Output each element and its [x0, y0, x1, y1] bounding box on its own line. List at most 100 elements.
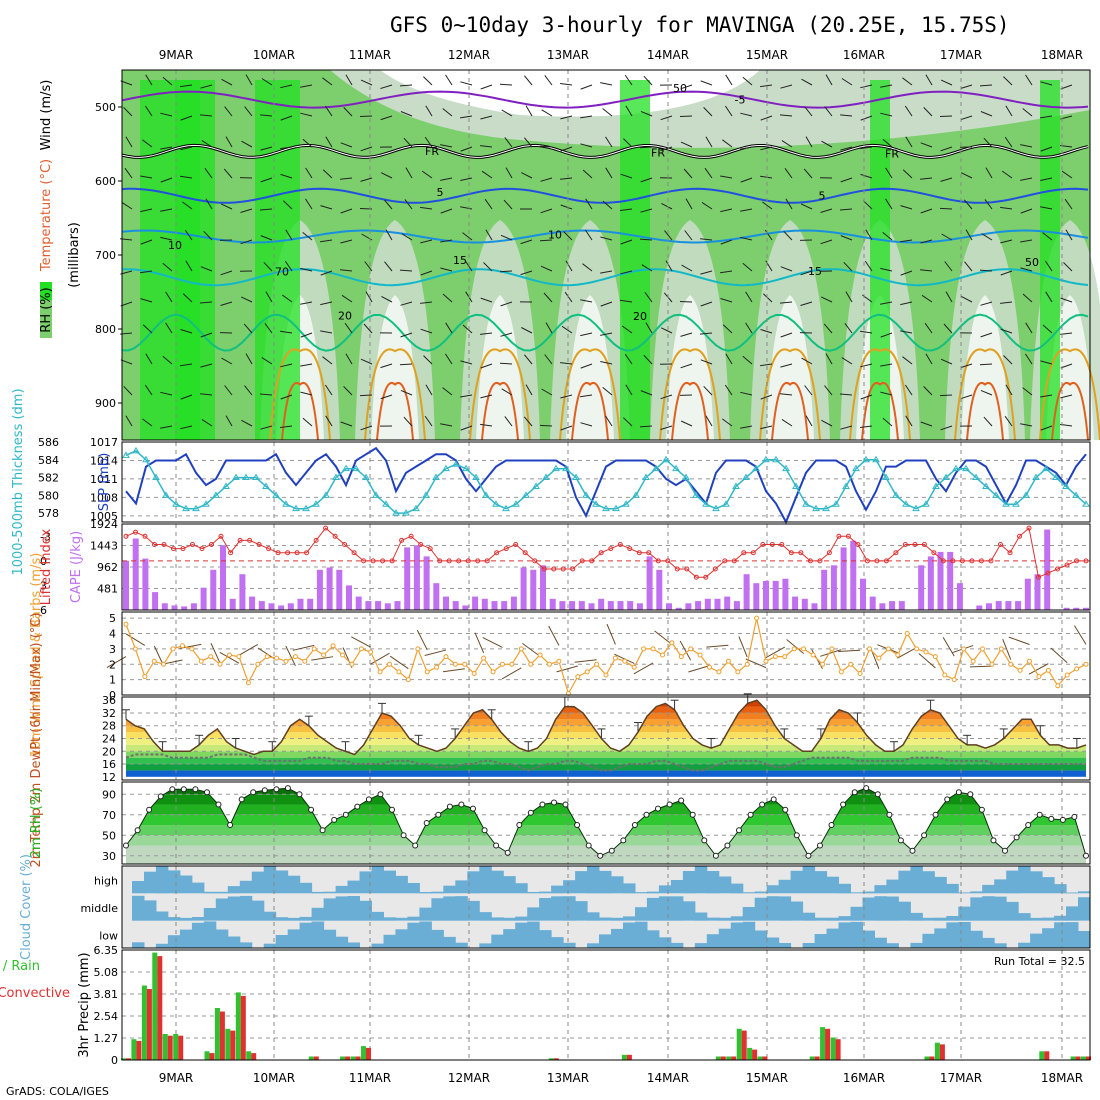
cape-bar: [530, 569, 537, 610]
wind-speed-point: [292, 654, 298, 660]
rh2m-point: [1083, 852, 1089, 859]
rh2m-point: [319, 827, 326, 834]
wind-speed-point: [820, 661, 825, 667]
cape-bar: [132, 538, 139, 610]
thickness-point: [302, 504, 310, 512]
precip-total-bar: [934, 1042, 940, 1060]
contour-label: 5: [819, 190, 826, 203]
wind-barb: [860, 394, 873, 400]
wind-speed-point: [151, 658, 157, 664]
wind-barb: [983, 137, 993, 148]
rh-band: [126, 804, 1086, 815]
wind-barb: [162, 76, 173, 86]
cloud-cell: [132, 942, 145, 948]
wind-barb: [841, 78, 853, 86]
wind-speed-point: [415, 646, 421, 652]
cape-bar: [491, 601, 498, 610]
wind-barb: [740, 391, 753, 396]
precip-total-bar: [809, 1056, 815, 1060]
cloud-cell: [227, 896, 241, 921]
wind-barb: [499, 362, 513, 365]
wind-barb: [521, 172, 533, 179]
wind-barb: [1020, 177, 1033, 181]
wind-barb: [340, 208, 353, 214]
thickness-point: [982, 482, 990, 489]
cloud-cell: [383, 870, 396, 894]
wind-barb: [904, 384, 913, 396]
wind-barb: [480, 84, 493, 90]
wind-barb: [240, 239, 253, 245]
cloud-cell: [970, 930, 983, 948]
wind-tick-label: 4: [109, 628, 116, 641]
cape-bar: [278, 605, 285, 610]
wind-barb: [640, 208, 653, 213]
thickness-point: [1082, 500, 1090, 507]
wind-barb: [120, 80, 133, 86]
cloud-cell: [658, 885, 672, 894]
lifted-index-point: [998, 542, 1003, 547]
wind-barb: [340, 239, 353, 244]
wind-barb: [560, 115, 573, 120]
wind-speed-point: [452, 661, 458, 667]
wind-barb: [442, 293, 453, 303]
cloud-cell: [335, 936, 349, 948]
cloud-cell: [611, 876, 624, 894]
rh2m-point: [597, 852, 604, 859]
wind-barb: [420, 301, 433, 304]
thickness-point: [882, 473, 890, 481]
thickness-point: [872, 455, 880, 463]
thickness-point: [922, 500, 930, 507]
rh2m-point: [527, 809, 534, 816]
wind-barb: [845, 291, 853, 303]
wind-barb: [900, 270, 913, 276]
wind-barb-10m: [311, 656, 334, 661]
cloud-cell: [838, 922, 851, 948]
precip-convective-bar: [1044, 1051, 1050, 1060]
lifted-index-point: [389, 558, 395, 564]
contour-label: 70: [275, 266, 289, 279]
wind-barb: [320, 239, 333, 243]
wind-barb-10m: [738, 636, 748, 658]
temp-contour-25: [469, 348, 531, 441]
wind-barb: [560, 83, 573, 86]
wind-barb: [264, 323, 273, 334]
cloud-cell: [311, 891, 325, 894]
wind-barb: [1042, 232, 1053, 241]
rh2m-point: [1013, 834, 1020, 841]
wind-barb: [201, 418, 213, 427]
wind-barb: [162, 262, 173, 272]
wind-barb: [643, 354, 653, 365]
wind-barb: [900, 205, 913, 210]
wind-barb: [900, 301, 913, 306]
cape-bar: [869, 596, 876, 610]
rh2m-frame: [121, 781, 1091, 865]
wind-barb: [480, 332, 493, 335]
thickness-point: [1022, 491, 1030, 498]
wind-barb: [880, 301, 893, 305]
rh2m-point: [389, 806, 395, 813]
wind-barb: [925, 74, 933, 86]
wind-barb: [860, 330, 873, 334]
wind-barb: [920, 239, 933, 244]
cloud-cell: [1042, 877, 1055, 894]
cape-bar: [481, 598, 488, 610]
wind-barb: [1020, 208, 1033, 214]
rh2m-point: [944, 796, 951, 803]
lifted-index-point: [247, 537, 253, 543]
temp-contour-30: [376, 381, 414, 441]
thickness-point: [682, 473, 690, 481]
rh2m-point: [1059, 816, 1066, 823]
wind-speed-point: [989, 661, 995, 667]
thickness-point: [602, 504, 610, 512]
precip-total-bar: [361, 1046, 366, 1060]
wind-barb: [503, 199, 513, 210]
cloud-cell: [1066, 892, 1079, 894]
cloud-cell: [299, 916, 313, 921]
wind-barb: [960, 115, 973, 121]
cloud-cell: [467, 871, 480, 894]
wind-barb: [1000, 301, 1013, 304]
wind-barb: [325, 415, 333, 427]
cape-bar: [443, 596, 449, 610]
cloud-cell: [694, 943, 708, 948]
